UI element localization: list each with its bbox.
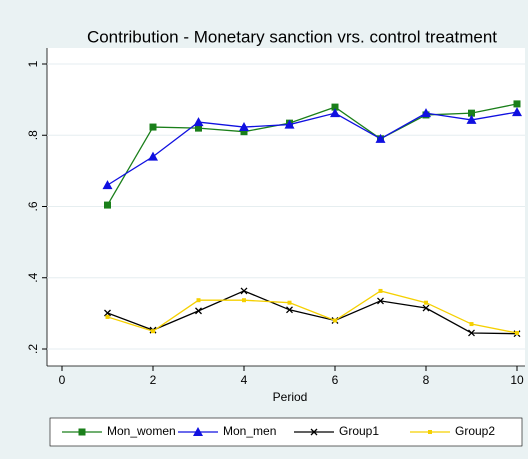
marker: [102, 180, 113, 190]
x-tick-label: 8: [423, 373, 430, 387]
marker: [196, 298, 201, 303]
marker: [378, 288, 383, 293]
marker: [512, 107, 522, 117]
y-tick-label: .4: [26, 272, 40, 282]
marker: [239, 122, 249, 132]
marker: [78, 428, 86, 436]
marker: [333, 318, 337, 323]
legend-label: Group1: [339, 424, 379, 438]
marker: [466, 114, 477, 124]
y-tick-label: .8: [26, 130, 40, 140]
legend-label: Mon_women: [107, 424, 176, 438]
legend-label: Group2: [455, 424, 495, 438]
marker: [375, 133, 386, 143]
marker: [469, 322, 474, 327]
marker: [310, 428, 318, 436]
marker: [287, 300, 292, 305]
marker: [195, 124, 202, 132]
marker: [421, 108, 431, 118]
marker: [240, 287, 248, 295]
x-tick-label: 10: [510, 373, 524, 387]
series-line: [106, 103, 518, 206]
series-line: [107, 111, 518, 186]
legend-label: Mon_men: [223, 424, 276, 438]
marker: [424, 300, 428, 305]
y-tick-label: .6: [26, 201, 40, 211]
x-tick-label: 0: [59, 373, 66, 387]
series-line: [107, 290, 518, 335]
x-axis-label: Period: [273, 390, 308, 404]
y-tick-label: .2: [26, 344, 40, 354]
marker: [151, 329, 155, 334]
marker: [286, 306, 293, 314]
marker: [331, 103, 339, 111]
marker: [515, 330, 519, 335]
marker: [105, 314, 110, 319]
marker: [149, 123, 157, 131]
marker: [377, 297, 384, 305]
marker: [148, 151, 158, 161]
marker: [468, 329, 475, 337]
series-line: [107, 290, 518, 334]
marker: [422, 304, 430, 312]
marker: [513, 100, 521, 108]
marker: [330, 108, 340, 118]
marker: [284, 119, 295, 129]
marker: [242, 298, 246, 303]
marker: [468, 109, 475, 117]
y-tick-label: 1: [26, 60, 40, 67]
marker: [195, 307, 202, 315]
x-tick-label: 4: [241, 373, 248, 387]
chart-title: Contribution - Monetary sanction vrs. co…: [87, 27, 497, 46]
marker: [193, 427, 203, 436]
marker: [428, 430, 432, 434]
marker: [104, 201, 111, 209]
x-tick-label: 2: [150, 373, 157, 387]
x-tick-label: 6: [332, 373, 339, 387]
marker: [240, 128, 248, 136]
marker: [193, 117, 204, 127]
